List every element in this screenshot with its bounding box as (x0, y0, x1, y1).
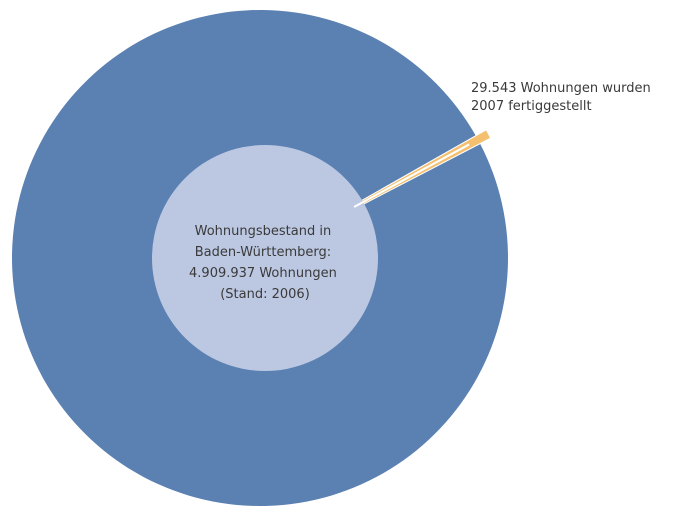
center-label-line-3: 4.909.937 Wohnungen (189, 266, 337, 281)
callout-line (353, 143, 470, 208)
center-label-line-2: Baden-Württemberg: (195, 245, 331, 260)
callout-label: 29.543 Wohnungen wurden 2007 fertiggeste… (471, 81, 655, 114)
center-label: Wohnungsbestand in Baden-Württemberg: 4.… (189, 224, 341, 302)
callout-label-line-2: 2007 fertiggestellt (471, 99, 592, 114)
center-label-line-1: Wohnungsbestand in (195, 224, 332, 239)
callout-label-line-1: 29.543 Wohnungen wurden (471, 81, 651, 96)
center-circle (152, 145, 378, 371)
center-label-line-4: (Stand: 2006) (220, 287, 310, 302)
